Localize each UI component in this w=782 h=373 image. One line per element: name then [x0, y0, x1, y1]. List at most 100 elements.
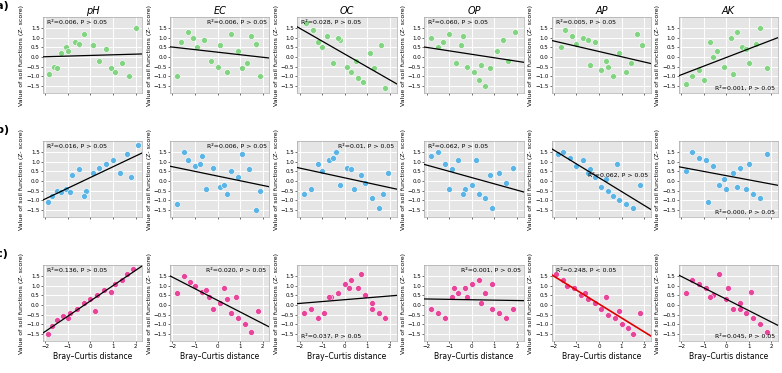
Point: [432, 310, 444, 316]
Point: [350, 58, 362, 64]
Point: [490, 48, 503, 54]
Point: [323, 294, 335, 300]
Point: [80, 188, 92, 194]
Point: [611, 161, 623, 167]
Point: [203, 294, 215, 300]
Point: [377, 191, 389, 197]
Point: [229, 294, 242, 300]
Point: [506, 306, 518, 312]
Point: [568, 285, 580, 291]
Point: [77, 31, 90, 37]
Point: [246, 33, 258, 39]
Point: [186, 35, 199, 41]
Point: [472, 277, 485, 283]
Point: [620, 201, 633, 207]
Y-axis label: Value of soil functions (Z- score): Value of soil functions (Z- score): [274, 4, 278, 106]
Point: [109, 281, 121, 287]
Point: [484, 172, 497, 178]
Point: [425, 306, 437, 312]
Point: [626, 330, 639, 336]
Point: [129, 25, 142, 31]
Point: [191, 44, 203, 50]
X-axis label: Bray–Curtis distance: Bray–Curtis distance: [561, 352, 641, 361]
Point: [633, 182, 646, 188]
Point: [318, 310, 331, 316]
Point: [372, 205, 385, 211]
Text: R²=0.136, P > 0.05: R²=0.136, P > 0.05: [47, 267, 107, 272]
Point: [241, 60, 253, 66]
Point: [100, 46, 113, 52]
Point: [479, 291, 492, 297]
Point: [213, 43, 226, 48]
Point: [445, 294, 457, 300]
Point: [613, 50, 626, 56]
Point: [736, 44, 748, 50]
Point: [88, 308, 101, 314]
Point: [249, 207, 262, 213]
Point: [59, 186, 72, 192]
Point: [680, 168, 692, 174]
Text: R²=0.060, P > 0.05: R²=0.060, P > 0.05: [429, 19, 489, 24]
Y-axis label: Value of soil functions (Z- score): Value of soil functions (Z- score): [401, 4, 406, 106]
Point: [741, 46, 753, 52]
Point: [221, 69, 233, 75]
Point: [742, 161, 755, 167]
Text: R²=0.062, P > 0.05: R²=0.062, P > 0.05: [588, 173, 648, 178]
Text: (c): (c): [0, 249, 9, 258]
Point: [680, 291, 692, 297]
Point: [720, 296, 733, 302]
Point: [231, 315, 244, 321]
Text: (b): (b): [0, 125, 9, 135]
Point: [439, 161, 451, 167]
Point: [55, 189, 67, 195]
Point: [311, 39, 324, 45]
Point: [188, 283, 201, 289]
Point: [339, 281, 351, 287]
Point: [624, 60, 637, 66]
Point: [475, 300, 487, 306]
Point: [239, 321, 251, 327]
Point: [68, 39, 81, 45]
Y-axis label: Value of soil functions (Z- score): Value of soil functions (Z- score): [146, 253, 152, 354]
Point: [236, 66, 249, 72]
Point: [720, 186, 733, 192]
Point: [508, 29, 521, 35]
Point: [602, 188, 615, 194]
Text: R²=0.001, P > 0.05: R²=0.001, P > 0.05: [461, 267, 521, 272]
Point: [359, 292, 371, 298]
Y-axis label: Value of soil functions (Z- score): Value of soil functions (Z- score): [655, 253, 660, 354]
Point: [347, 186, 360, 192]
Point: [352, 285, 364, 291]
Point: [486, 306, 498, 312]
Point: [608, 315, 621, 321]
Point: [457, 191, 469, 197]
Point: [127, 266, 139, 272]
Point: [243, 166, 256, 172]
Point: [113, 170, 126, 176]
Point: [754, 321, 766, 327]
Y-axis label: Value of soil functions (Z- score): Value of soil functions (Z- score): [401, 253, 406, 354]
Point: [225, 168, 238, 174]
Point: [300, 19, 313, 25]
Point: [452, 157, 465, 163]
Text: R²=0.062, P > 0.05: R²=0.062, P > 0.05: [429, 143, 489, 148]
Text: (a): (a): [0, 1, 9, 11]
Point: [704, 294, 716, 300]
Point: [200, 286, 213, 292]
Point: [50, 188, 63, 194]
Point: [500, 180, 512, 186]
Point: [693, 155, 705, 161]
Point: [105, 289, 117, 295]
Point: [724, 35, 737, 41]
Point: [188, 163, 201, 169]
Title: AK: AK: [722, 6, 735, 16]
Point: [254, 73, 267, 79]
Point: [246, 329, 258, 335]
X-axis label: Bray–Curtis distance: Bray–Curtis distance: [53, 352, 132, 361]
Point: [298, 310, 310, 316]
Point: [465, 281, 478, 287]
Point: [305, 186, 317, 192]
Point: [615, 321, 628, 327]
Y-axis label: Value of soil functions (Z- score): Value of soil functions (Z- score): [528, 253, 533, 354]
Point: [59, 44, 72, 50]
